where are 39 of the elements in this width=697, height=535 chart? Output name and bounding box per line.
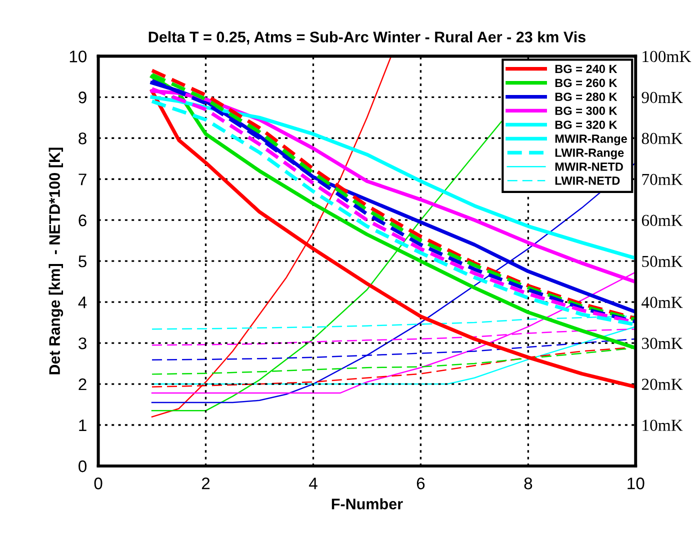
legend-label: LWIR-NETD (555, 176, 620, 185)
y2-tick-label: 70mK (642, 174, 683, 186)
legend-label: BG = 240 K (555, 64, 618, 74)
y2-tick-label: 40mK (642, 296, 683, 308)
y-tick-label: 0 (78, 460, 87, 472)
y-tick-label: 3 (78, 337, 86, 350)
x-tick-label: 8 (524, 478, 532, 490)
y-tick-label: 4 (78, 296, 87, 308)
annotation: MWIR-Range (555, 134, 627, 146)
legend-label: BG = 260 K (555, 78, 618, 88)
y-tick-label: 1 (79, 420, 86, 432)
y2-tick-label: 10mK (642, 420, 683, 431)
legend-label: MWIR-NETD (555, 162, 623, 171)
y2-tick-label: 90mK (642, 92, 683, 104)
legend-label: LWIR-Range (555, 148, 624, 160)
x-tick-label: 6 (416, 478, 425, 490)
y2-tick-label: 50mK (642, 256, 683, 268)
x-tick-label: 2 (202, 478, 210, 490)
x-tick-label: 0 (94, 478, 102, 490)
y-tick-label: 5 (78, 256, 86, 268)
chart-title: Delta T = 0.25, Atms = Sub-Arc Winter - Rural Aer - 23 km Vis (148, 31, 586, 45)
y-tick-label: 8 (78, 132, 86, 144)
legend-label: BG = 280 K (555, 92, 618, 102)
x-tick-label: 10 (628, 478, 644, 490)
y2-tick-label: 100mK (642, 50, 692, 62)
legend-label: BG = 300 K (555, 106, 618, 115)
y-tick-label: 6 (78, 214, 86, 226)
y2-tick-label: 80mK (642, 132, 683, 144)
y2-tick-label: 30mK (642, 338, 683, 349)
y2-tick-label: 20mK (642, 378, 683, 390)
x-axis-title: F-Number (332, 498, 403, 510)
y-tick-label: 2 (78, 378, 86, 390)
legend-label: BG = 320 K (555, 120, 618, 129)
y-tick-label: 10 (70, 50, 87, 62)
y2-tick-label: 60mK (642, 214, 683, 226)
y-axis-title: Det Range [km] - NETD*100 [K] (48, 148, 64, 374)
y-tick-label: 9 (78, 92, 86, 104)
x-tick-label: 4 (308, 478, 318, 490)
y-tick-label: 7 (78, 174, 86, 186)
